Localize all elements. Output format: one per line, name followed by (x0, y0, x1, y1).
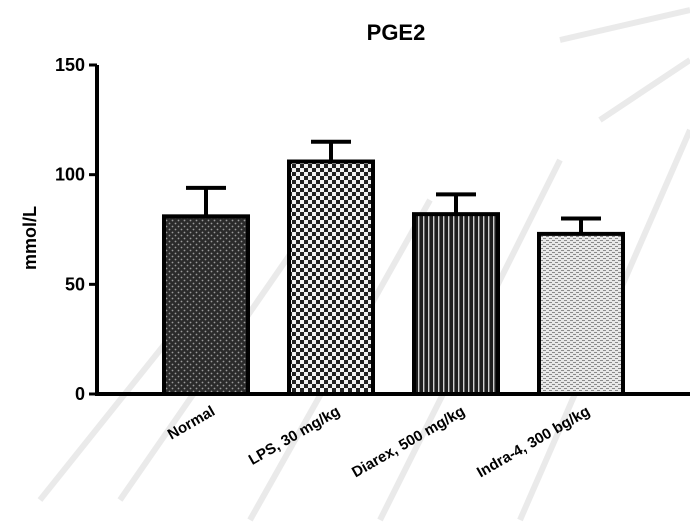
x-tick-labels: Normal LPS, 30 mg/kg Diarex, 500 mg/kg Indr… (165, 403, 593, 482)
y-tick-label: 50 (65, 274, 85, 294)
x-tick-label: Normal (165, 403, 218, 444)
bars-group (162, 159, 625, 396)
x-tick-label: Indra-4, 300 bg/kg (474, 403, 593, 481)
bar (162, 214, 250, 396)
bar (412, 212, 500, 396)
x-tick-label: LPS, 30 mg/kg (246, 403, 343, 469)
y-tick-label: 0 (75, 384, 85, 404)
y-axis-label: mmol/L (20, 206, 40, 270)
bar (287, 159, 375, 396)
y-tick-label: 100 (55, 165, 85, 185)
chart-title: PGE2 (367, 20, 426, 45)
error-bars-group (186, 139, 601, 234)
y-tick-label: 150 (55, 55, 85, 75)
bar (537, 231, 625, 396)
y-axis: 0 50 100 150 (55, 55, 99, 404)
